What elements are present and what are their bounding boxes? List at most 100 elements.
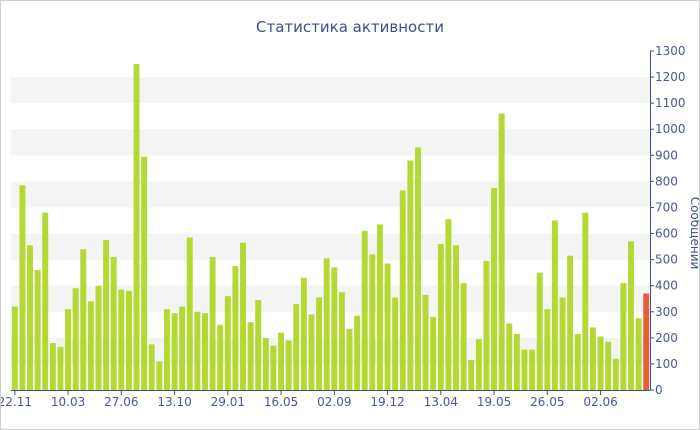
bar[interactable] [163, 309, 170, 390]
bar[interactable] [445, 219, 452, 390]
x-tick-label: 26.05 [530, 395, 564, 409]
bar[interactable] [125, 290, 132, 390]
bar[interactable] [620, 283, 627, 390]
bar[interactable] [27, 245, 33, 390]
bar[interactable] [118, 289, 125, 390]
bar[interactable] [483, 260, 490, 390]
bar[interactable] [354, 315, 361, 390]
bar[interactable] [42, 212, 49, 390]
bar[interactable] [498, 113, 505, 390]
bar[interactable] [589, 327, 596, 390]
bar[interactable] [384, 263, 391, 390]
bar[interactable] [582, 212, 589, 390]
bar[interactable] [156, 361, 163, 390]
bar[interactable] [103, 240, 110, 390]
bar[interactable] [559, 297, 566, 390]
bar[interactable] [247, 322, 254, 390]
x-tick-label: 16.05 [264, 395, 298, 409]
bar[interactable] [57, 346, 64, 390]
bar[interactable] [133, 64, 140, 391]
bar[interactable] [141, 156, 148, 390]
y-tick-label: 1100 [655, 96, 686, 110]
bar[interactable] [635, 318, 642, 390]
bar[interactable] [65, 309, 72, 390]
axes-group [11, 51, 651, 391]
bar[interactable] [460, 283, 467, 390]
bar[interactable] [202, 313, 208, 390]
bar[interactable] [453, 245, 459, 390]
chart-title: Статистика активности [256, 18, 444, 36]
bar[interactable] [376, 224, 383, 390]
bar[interactable] [415, 147, 421, 390]
bar[interactable] [529, 349, 536, 390]
bar[interactable] [49, 343, 56, 390]
bar[interactable] [232, 266, 239, 390]
y-tick-label: 1200 [655, 70, 686, 84]
bar[interactable] [11, 306, 18, 390]
bar[interactable] [285, 340, 292, 390]
bar[interactable] [179, 306, 186, 390]
bar[interactable] [87, 301, 94, 390]
bar[interactable] [628, 241, 634, 390]
bar[interactable] [331, 267, 338, 390]
bar[interactable] [544, 309, 551, 390]
bar[interactable] [643, 293, 650, 390]
bar[interactable] [521, 349, 528, 390]
bar[interactable] [392, 297, 399, 390]
bar[interactable] [95, 285, 102, 390]
bar[interactable] [171, 313, 178, 390]
bar[interactable] [293, 303, 300, 390]
bar[interactable] [323, 258, 330, 390]
bars-group [11, 64, 650, 391]
bar[interactable] [437, 243, 444, 390]
bar[interactable] [278, 332, 285, 390]
bar[interactable] [567, 255, 574, 390]
bar[interactable] [224, 296, 231, 390]
bar[interactable] [369, 254, 376, 390]
bar[interactable] [148, 344, 155, 390]
bar[interactable] [612, 358, 619, 390]
bar[interactable] [217, 324, 224, 390]
y-tick-label: 200 [655, 331, 678, 345]
bar[interactable] [72, 288, 79, 390]
bar[interactable] [255, 300, 262, 390]
bar[interactable] [80, 249, 87, 390]
bar[interactable] [551, 220, 558, 391]
bar[interactable] [34, 270, 41, 390]
bar[interactable] [270, 345, 277, 390]
bar[interactable] [513, 333, 520, 390]
bar[interactable] [240, 242, 246, 390]
grid-band [11, 129, 650, 156]
bar[interactable] [597, 336, 604, 390]
x-tick-label: 02.06 [583, 395, 617, 409]
bar[interactable] [536, 272, 543, 390]
bar[interactable] [209, 257, 216, 390]
bar[interactable] [186, 237, 193, 390]
grid-band [11, 337, 650, 364]
bar[interactable] [110, 257, 117, 390]
bar[interactable] [422, 294, 429, 390]
bar[interactable] [194, 311, 201, 390]
bar[interactable] [430, 316, 437, 390]
bar[interactable] [399, 190, 406, 390]
bar[interactable] [262, 337, 269, 390]
bar[interactable] [475, 339, 482, 390]
bar[interactable] [506, 323, 513, 390]
bar[interactable] [346, 328, 353, 390]
bar[interactable] [468, 360, 475, 390]
x-tick-label: 13.04 [424, 395, 458, 409]
x-tick-label: 10.03 [51, 395, 85, 409]
y-tick-label: 1300 [655, 44, 686, 58]
bar[interactable] [308, 314, 315, 390]
bar[interactable] [361, 230, 368, 390]
bar[interactable] [491, 187, 498, 390]
bar[interactable] [574, 333, 581, 390]
bar[interactable] [300, 277, 307, 390]
y-tick-label: 700 [655, 200, 678, 214]
bar[interactable] [407, 160, 414, 390]
bar[interactable] [19, 185, 26, 390]
grid-band [11, 77, 650, 104]
bar[interactable] [338, 292, 345, 390]
bar[interactable] [316, 297, 323, 390]
bar[interactable] [605, 341, 612, 390]
